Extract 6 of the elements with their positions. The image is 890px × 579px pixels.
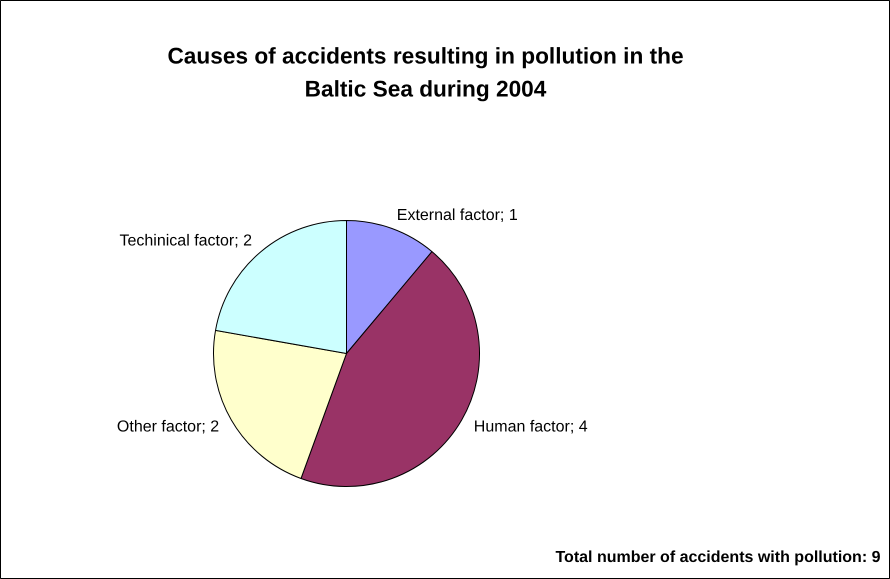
chart-title: Causes of accidents resulting in pollution in the Baltic Sea during 2004 — [167, 42, 684, 102]
data-label: Other factor; 2 — [116, 418, 220, 436]
data-label: Techinical factor; 2 — [120, 232, 252, 250]
data-label: Human factor; 4 — [474, 418, 588, 436]
text: Total number of accidents with pollution: 9 — [555, 549, 881, 566]
data-label: External factor; 1 — [396, 206, 518, 224]
